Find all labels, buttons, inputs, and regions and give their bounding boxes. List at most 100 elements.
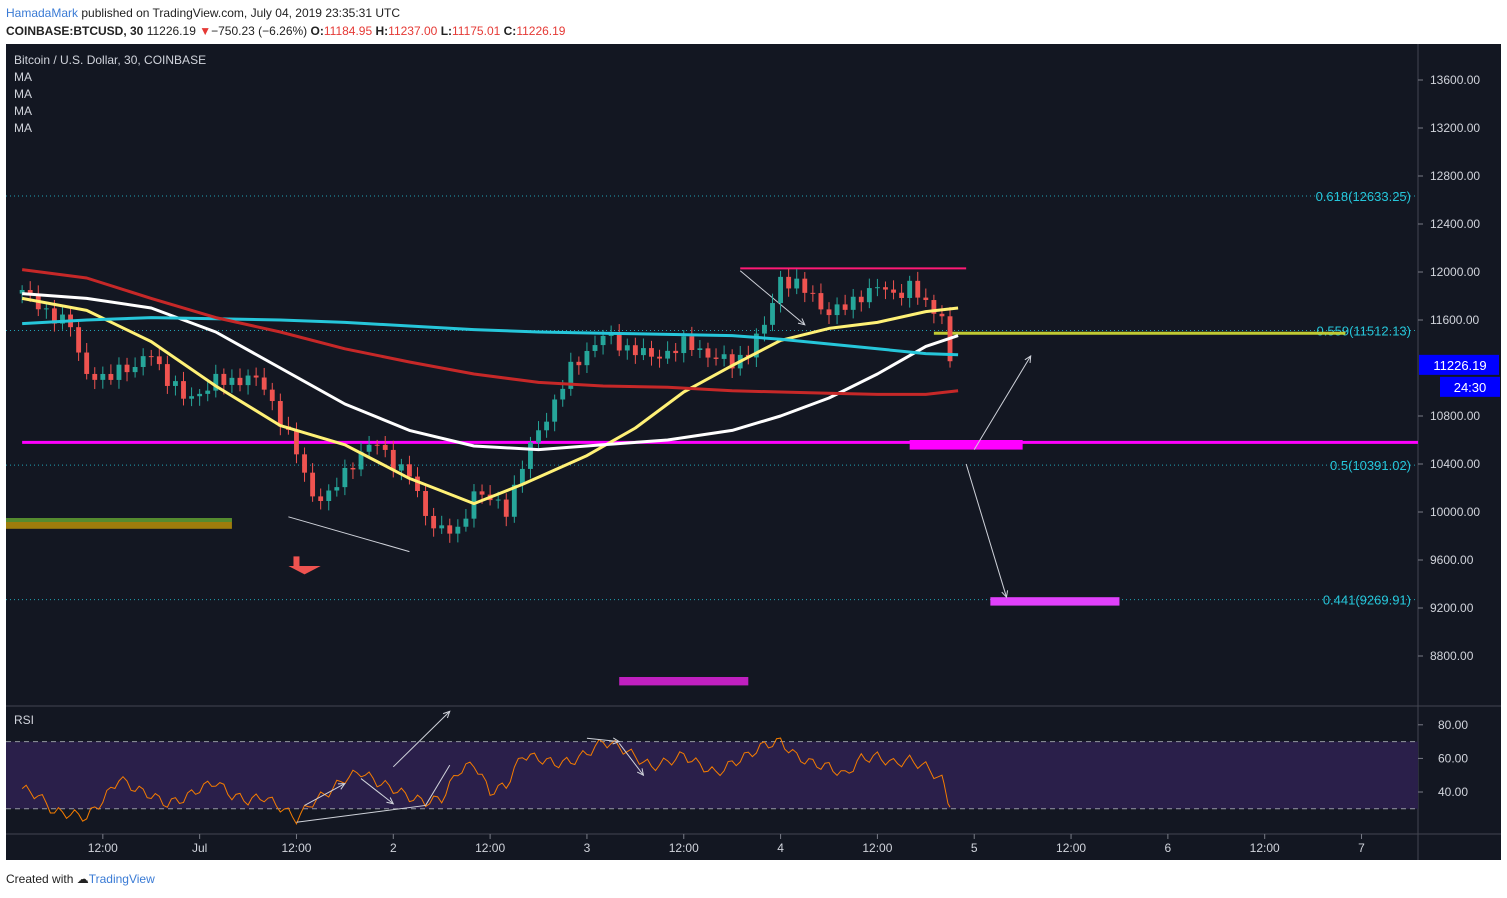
candle-body <box>181 381 186 399</box>
y-tick-label: 9600.00 <box>1430 553 1474 567</box>
candle-body <box>132 366 138 373</box>
candle-body <box>261 377 267 390</box>
candle-body <box>43 308 49 310</box>
open-value: 11184.95 <box>323 24 373 38</box>
support-zone-rect <box>6 519 232 529</box>
down-arrow-marker <box>288 566 321 575</box>
candle-body <box>302 454 307 473</box>
rsi-label: RSI <box>14 713 34 727</box>
publish-line: HamadaMark published on TradingView.com,… <box>6 4 565 22</box>
candle-body <box>528 442 533 469</box>
candle-body <box>205 390 211 394</box>
candle-body <box>568 361 574 389</box>
price-chart-svg[interactable]: 13600.00 13200.00 12800.00 12400.00 12000.00… <box>6 44 1501 860</box>
candle-body <box>342 467 348 488</box>
close-label: C: <box>503 24 517 38</box>
candle-body <box>584 350 590 366</box>
y-tick-label: 12800.00 <box>1430 169 1480 183</box>
candle-body <box>705 348 711 358</box>
candle-body <box>923 297 929 301</box>
rsi-trend-line <box>425 764 451 806</box>
candle-body <box>883 287 888 290</box>
trend-arrow-head <box>797 318 806 326</box>
candle-body <box>697 348 703 350</box>
y-tick-label: 10800.00 <box>1430 409 1480 423</box>
candle-body <box>398 464 404 471</box>
low-label: L: <box>440 24 453 38</box>
candle-body <box>729 354 735 369</box>
rsi-arrow-head <box>442 710 451 719</box>
rsi-line <box>21 737 951 825</box>
down-arrow-marker-stem <box>293 556 300 566</box>
projection-arrow <box>965 463 1007 598</box>
y-tick-label: 8800.00 <box>1430 649 1474 663</box>
candle-body <box>503 499 509 517</box>
candle-body <box>19 290 25 294</box>
low-value: 11175.01 <box>452 24 501 38</box>
candle-body <box>931 300 937 314</box>
rsi-tick-label: 80.00 <box>1438 718 1468 732</box>
ohlc-line: COINBASE:BTCUSD, 30 11226.19 ▼−750.23 (−… <box>6 22 565 40</box>
close-value: 11226.19 <box>516 24 566 38</box>
candle-body <box>866 288 872 303</box>
candle-body <box>92 373 98 380</box>
symbol: COINBASE:BTCUSD, 30 <box>6 24 144 38</box>
candle-body <box>350 467 356 470</box>
candle-body <box>834 304 840 316</box>
candle-body <box>229 377 235 385</box>
rsi-arrow <box>586 737 620 743</box>
candle-body <box>84 352 90 374</box>
candle-body <box>858 296 864 303</box>
candle-body <box>818 293 824 310</box>
candle-body <box>116 364 122 380</box>
high-value: 11237.00 <box>388 24 438 38</box>
candle-body <box>753 333 759 358</box>
chart-header: HamadaMark published on TradingView.com,… <box>6 4 565 40</box>
y-tick-label: 12400.00 <box>1430 217 1480 231</box>
rsi-band-fill <box>6 741 1418 809</box>
price-badge-value: 11226.19 <box>1433 358 1486 373</box>
target-zone-rect <box>619 677 749 686</box>
candle-body <box>382 444 388 450</box>
candle-body <box>358 451 364 470</box>
y-tick-label: 13200.00 <box>1430 121 1480 135</box>
candle-body <box>681 336 687 354</box>
candle-body <box>164 364 170 386</box>
y-tick-label: 10000.00 <box>1430 505 1480 519</box>
fib-level-label: 0.441(9269.91) <box>1323 593 1411 608</box>
chart-area[interactable]: 13600.00 13200.00 12800.00 12400.00 12000.00… <box>6 44 1501 860</box>
x-tick-label: 12:00 <box>281 841 311 855</box>
candle-body <box>519 468 525 485</box>
last-price: 11226.19 <box>146 24 196 38</box>
ma-line <box>21 296 959 506</box>
x-tick-label: 12:00 <box>1250 841 1280 855</box>
high-label: H: <box>375 24 389 38</box>
author-link[interactable]: HamadaMark <box>6 6 79 20</box>
candle-body <box>770 303 775 325</box>
rsi-tick-label: 40.00 <box>1438 785 1468 799</box>
x-tick-label: 12:00 <box>88 841 118 855</box>
candle-body <box>407 464 412 477</box>
candle-body <box>60 314 65 324</box>
candle-body <box>326 490 332 502</box>
ma-line <box>22 316 959 357</box>
down-arrow-icon: ▼ <box>199 24 212 38</box>
candle-body <box>148 356 154 358</box>
candle-body <box>536 430 541 443</box>
candle-body <box>277 401 283 427</box>
candle-body <box>108 373 114 380</box>
ma-legend-label: MA <box>14 121 32 135</box>
candle-body <box>140 356 146 367</box>
candle-body <box>665 350 671 359</box>
countdown-badge <box>1440 376 1500 397</box>
rsi-arrow <box>392 711 451 768</box>
rsi-arrow-head <box>636 768 645 777</box>
y-tick-label: 12000.00 <box>1430 265 1480 279</box>
tradingview-link[interactable]: TradingView <box>88 872 155 886</box>
x-tick-label: Jul <box>192 841 207 855</box>
countdown-value: 24:30 <box>1454 380 1487 395</box>
price-badge <box>1419 354 1499 375</box>
created-with-text: Created with <box>6 872 74 886</box>
candle-body <box>899 292 905 298</box>
rsi-arrow-head <box>337 783 346 790</box>
